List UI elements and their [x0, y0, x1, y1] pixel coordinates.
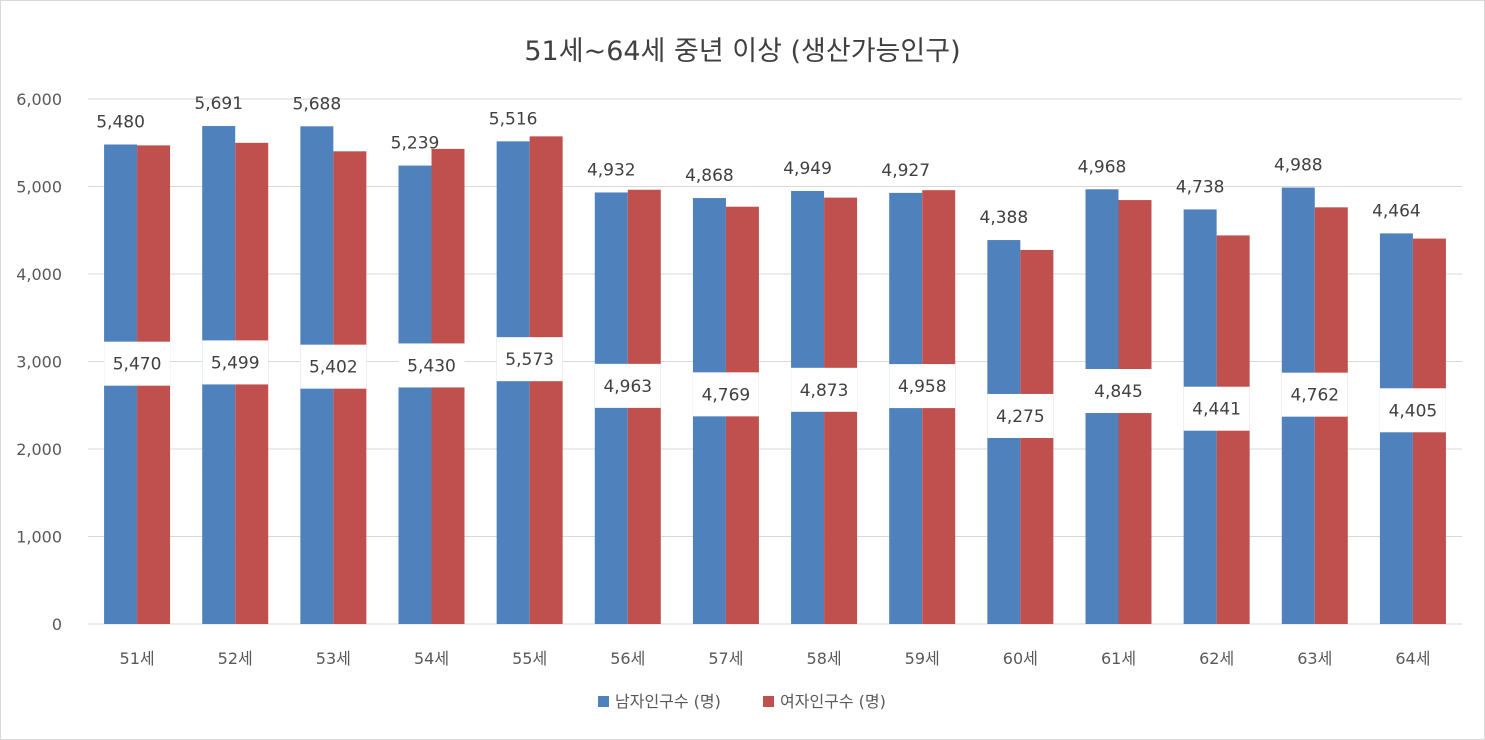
legend-label: 여자인구수 (명) — [780, 692, 886, 711]
x-tick-label: 63세 — [1297, 649, 1332, 668]
data-label-male: 4,968 — [1078, 157, 1127, 177]
y-tick-label: 2,000 — [16, 440, 62, 459]
legend-swatch — [763, 696, 774, 707]
data-label-male: 4,388 — [980, 208, 1029, 228]
x-tick-label: 51세 — [120, 649, 155, 668]
data-label-female: 5,402 — [309, 358, 358, 378]
data-label-female: 4,873 — [800, 381, 849, 401]
data-label-box-female — [889, 364, 956, 409]
data-label-box-female — [104, 341, 171, 386]
data-label-box-female — [1085, 369, 1152, 414]
data-label-male: 5,239 — [391, 134, 440, 154]
y-tick-label: 3,000 — [16, 353, 62, 372]
chart-title: 51세~64세 중년 이상 (생산가능인구) — [524, 36, 961, 67]
data-label-box-female — [1281, 372, 1348, 417]
y-tick-label: 0 — [52, 615, 62, 634]
data-label-box-female — [300, 344, 367, 389]
data-label-box-female — [791, 367, 858, 412]
y-tick-label: 5,000 — [16, 178, 62, 197]
bar-male — [398, 165, 432, 624]
x-tick-label: 62세 — [1199, 649, 1234, 668]
x-tick-label: 58세 — [807, 649, 842, 668]
data-label-box-female — [692, 372, 759, 417]
legend-label: 남자인구수 (명) — [615, 692, 721, 711]
data-label-female: 4,769 — [702, 385, 751, 405]
data-label-female: 5,470 — [113, 355, 162, 375]
data-label-male: 4,949 — [783, 159, 832, 179]
data-label-male: 4,868 — [685, 166, 734, 186]
data-label-female: 4,275 — [996, 407, 1045, 427]
x-tick-label: 64세 — [1395, 649, 1430, 668]
data-label-female: 5,430 — [407, 356, 456, 376]
x-tick-label: 55세 — [512, 649, 547, 668]
x-tick-label: 59세 — [905, 649, 940, 668]
data-label-female: 5,499 — [211, 353, 260, 373]
y-tick-label: 6,000 — [16, 90, 62, 109]
data-label-female: 4,405 — [1389, 401, 1438, 421]
data-label-box-female — [496, 337, 563, 382]
data-label-box-female — [1183, 386, 1250, 431]
data-label-female: 4,762 — [1290, 386, 1339, 406]
data-label-male: 4,464 — [1372, 201, 1421, 221]
data-label-box-female — [202, 340, 269, 385]
x-tick-label: 54세 — [414, 649, 449, 668]
data-label-female: 4,958 — [898, 377, 947, 397]
data-label-male: 4,738 — [1176, 177, 1225, 197]
x-tick-label: 53세 — [316, 649, 351, 668]
data-label-male: 4,927 — [881, 161, 930, 181]
data-label-male: 5,480 — [96, 113, 145, 133]
bar-male — [594, 192, 628, 624]
x-tick-label: 60세 — [1003, 649, 1038, 668]
bar-male — [889, 192, 923, 624]
data-label-female: 4,845 — [1094, 382, 1143, 402]
legend-swatch — [598, 696, 609, 707]
data-label-box-female — [398, 343, 465, 388]
data-label-female: 5,573 — [505, 350, 554, 370]
data-label-box-female — [1379, 388, 1446, 433]
data-label-female: 4,963 — [603, 377, 652, 397]
x-tick-label: 52세 — [218, 649, 253, 668]
bar-male — [496, 141, 530, 624]
data-label-male: 4,988 — [1274, 156, 1323, 176]
data-label-male: 4,932 — [587, 160, 636, 180]
data-label-male: 5,516 — [489, 109, 538, 129]
data-label-female: 4,441 — [1192, 400, 1241, 420]
data-label-male: 5,688 — [293, 94, 342, 114]
data-label-box-female — [594, 363, 661, 408]
x-tick-label: 61세 — [1101, 649, 1136, 668]
y-tick-label: 4,000 — [16, 265, 62, 284]
x-tick-label: 57세 — [708, 649, 743, 668]
y-tick-label: 1,000 — [16, 528, 62, 547]
data-label-male: 5,691 — [194, 94, 243, 114]
data-label-box-female — [987, 393, 1054, 438]
x-tick-label: 56세 — [610, 649, 645, 668]
